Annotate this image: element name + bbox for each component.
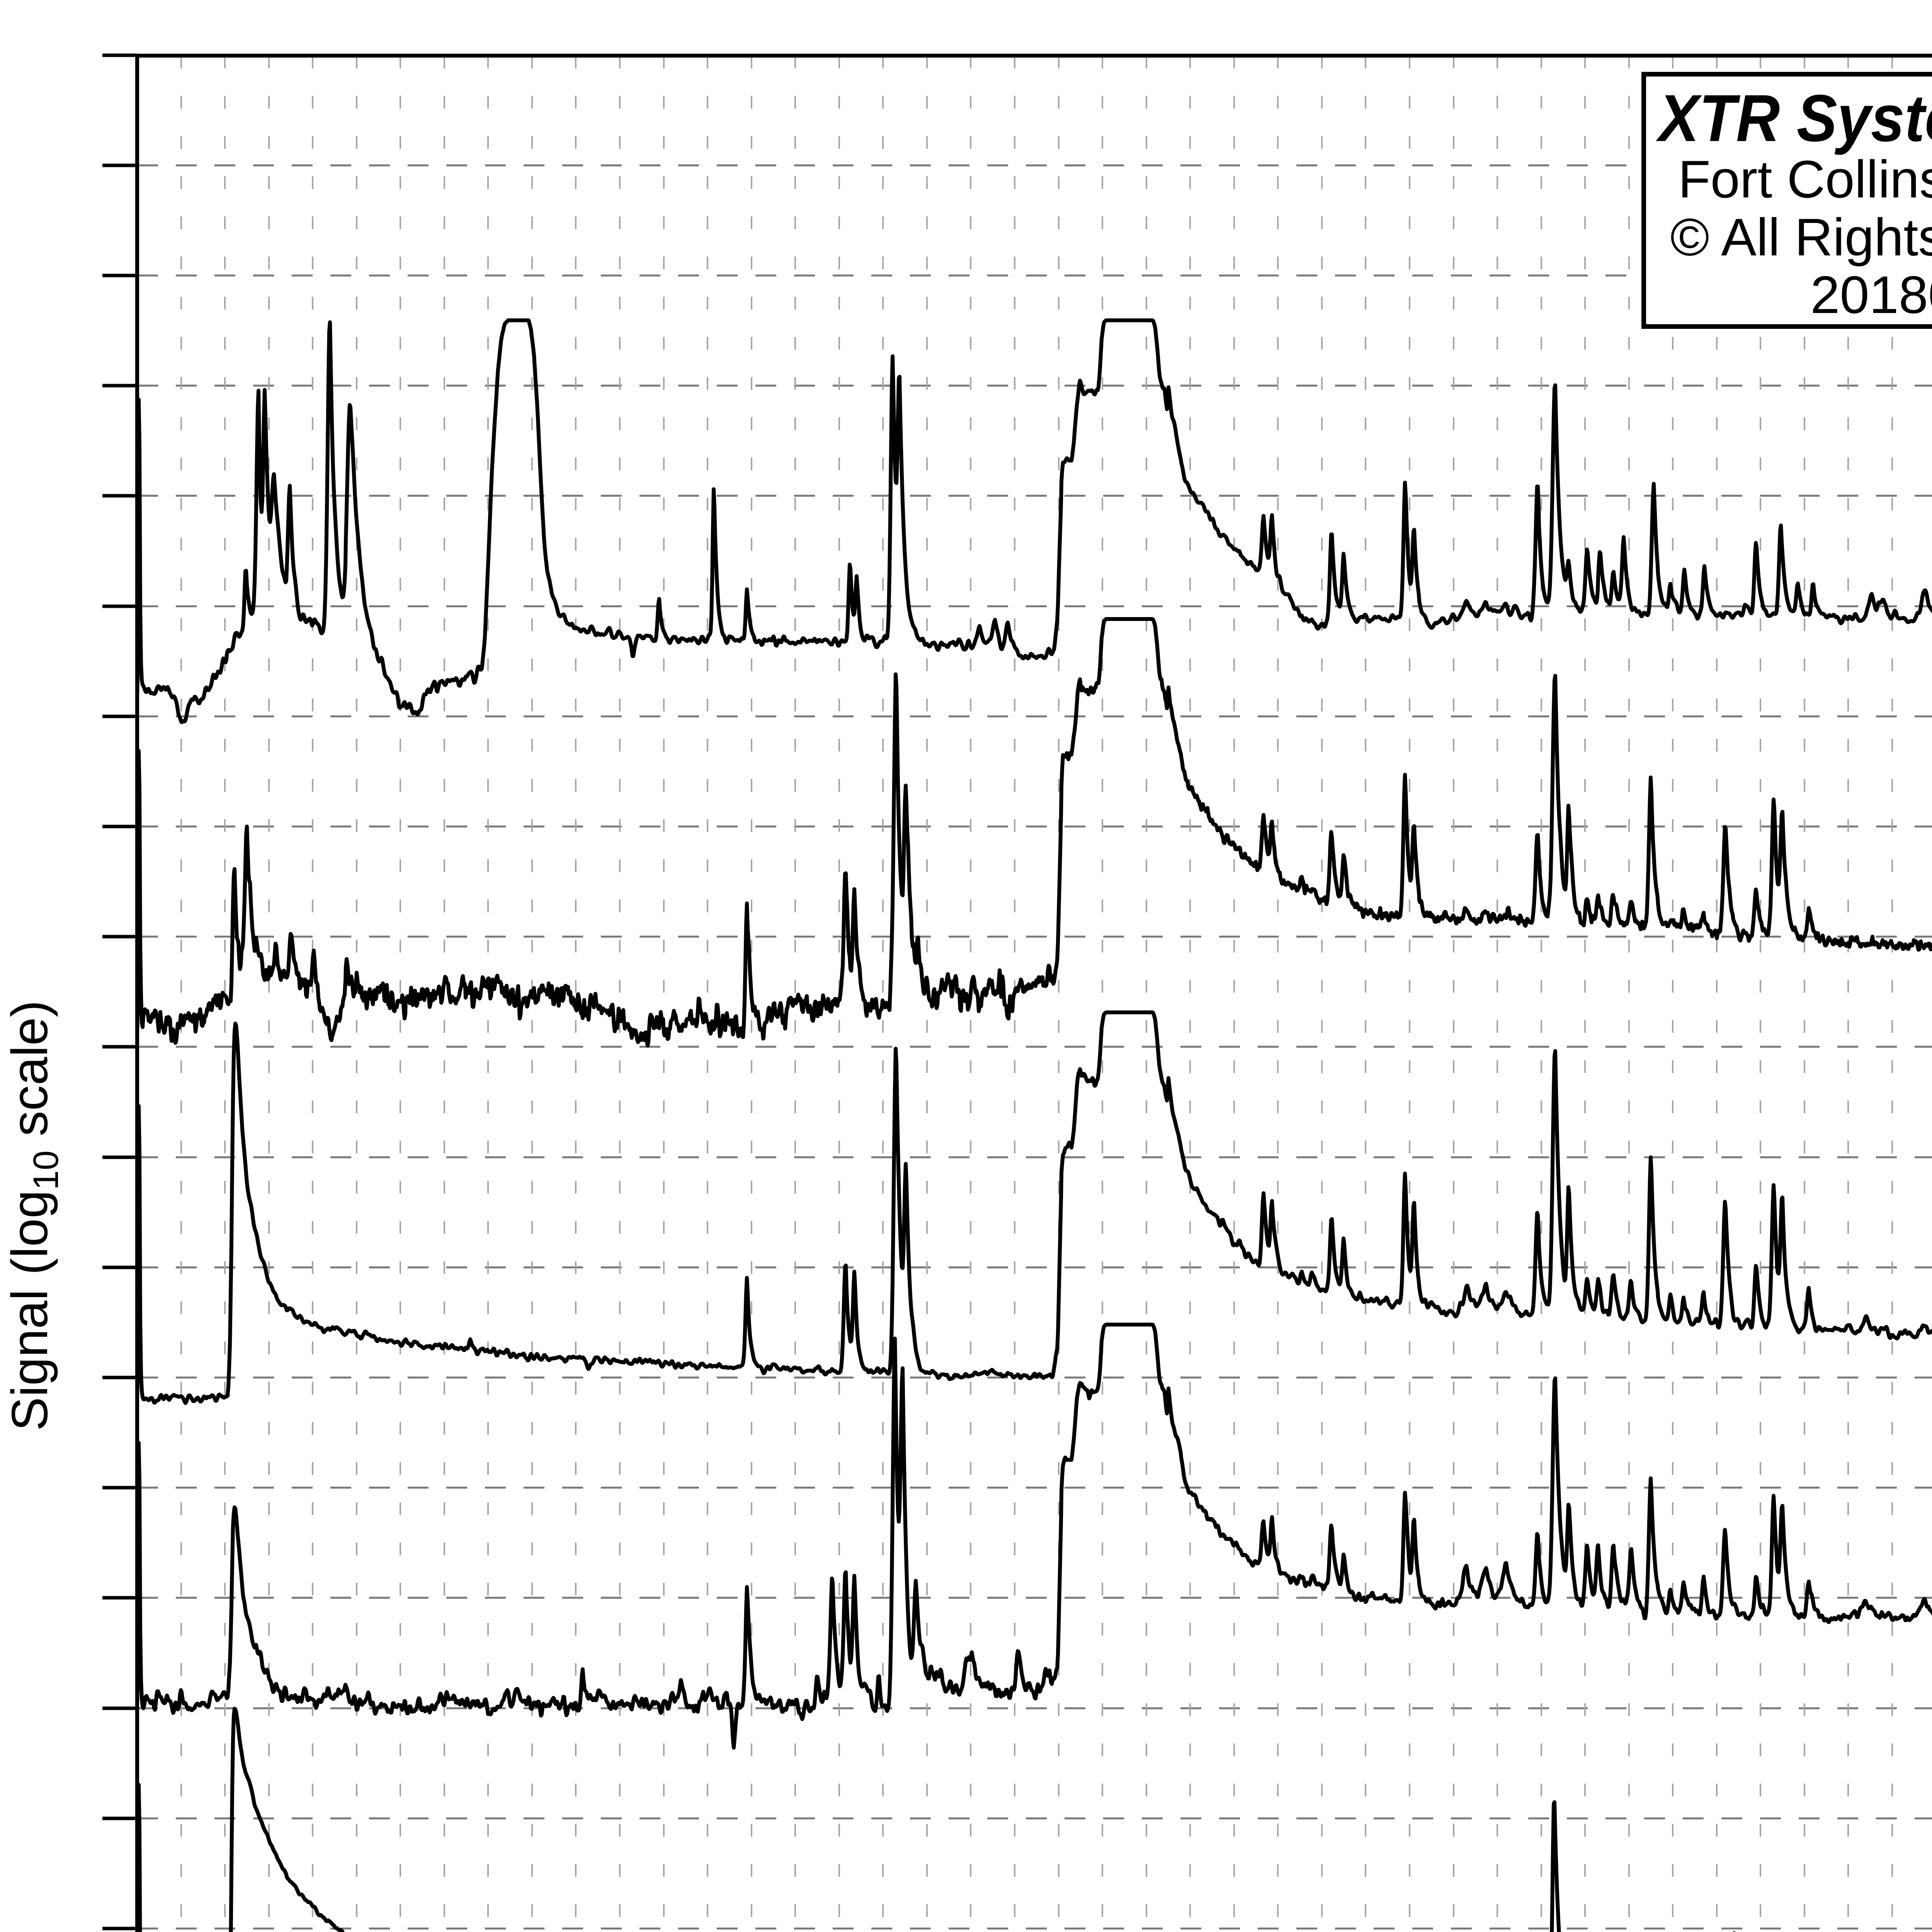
svg-text:20180508: 20180508 [1810, 265, 1932, 325]
svg-text:Signal (log10 scale): Signal (log10 scale) [1, 1000, 66, 1431]
svg-text:© All Rights Reserved: © All Rights Reserved [1670, 208, 1932, 267]
svg-text:Fort Collins, CO USA: Fort Collins, CO USA [1678, 150, 1932, 209]
svg-text:XTR Systems, LLC: XTR Systems, LLC [1656, 81, 1932, 155]
